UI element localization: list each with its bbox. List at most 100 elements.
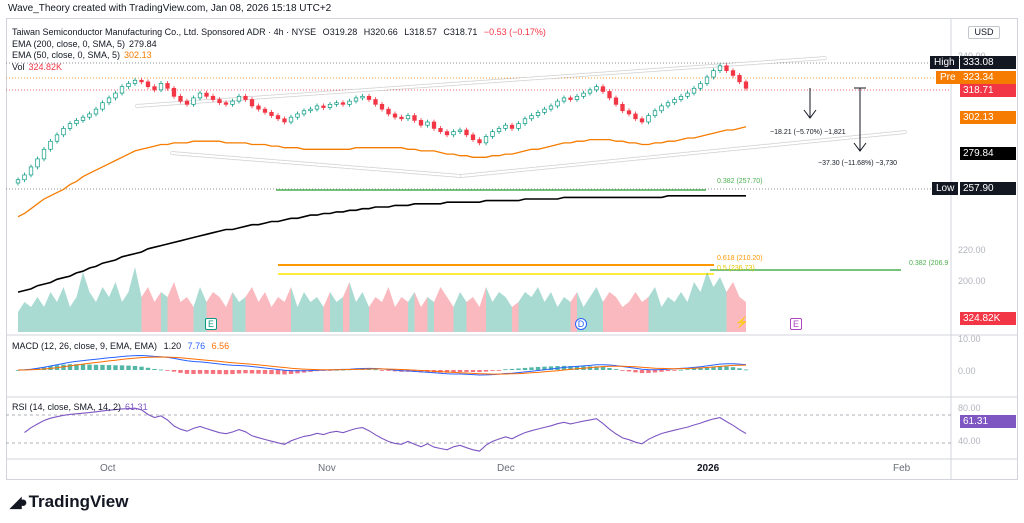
candle-body xyxy=(652,110,658,116)
candle-body xyxy=(347,100,352,105)
candles xyxy=(15,63,749,186)
earnings-marker-2[interactable]: E xyxy=(790,318,802,330)
volume-bar xyxy=(24,302,31,332)
ema200-legend[interactable]: EMA (200, close, 0, SMA, 5) 279.84 xyxy=(12,39,157,49)
volume-tag: 324.82K xyxy=(960,312,1016,325)
candle xyxy=(626,108,632,117)
candle xyxy=(35,156,40,170)
candle xyxy=(724,63,729,74)
volume-bar xyxy=(89,292,96,332)
candle-body xyxy=(204,92,209,97)
candle-body xyxy=(54,134,60,142)
macd-histogram-bar xyxy=(704,367,710,370)
ema200-label: EMA (200, close, 0, SMA, 5) xyxy=(12,39,126,49)
candle xyxy=(613,95,619,107)
candle xyxy=(470,132,476,143)
macd-histogram-bar xyxy=(87,364,92,370)
dividend-marker[interactable]: D xyxy=(575,318,587,330)
candle-body xyxy=(704,76,710,84)
lightning-icon[interactable]: ⚡ xyxy=(735,317,749,329)
earnings-marker-1[interactable]: E xyxy=(205,318,217,330)
ema200-line xyxy=(17,195,746,293)
candle-body xyxy=(698,83,703,89)
close-label: C xyxy=(443,27,450,37)
candle-body xyxy=(600,86,606,92)
candle-body xyxy=(607,91,612,99)
macd-histogram-bar xyxy=(93,364,99,370)
macd-histogram-bar xyxy=(646,370,651,373)
macd-histogram-bar xyxy=(626,370,632,372)
macd-histogram-bar xyxy=(275,370,281,375)
volume-bar xyxy=(473,297,480,332)
volume-bar xyxy=(648,287,655,332)
candle xyxy=(74,117,79,126)
macd-histogram-bar xyxy=(126,365,131,370)
candle xyxy=(41,146,47,162)
candle-body xyxy=(633,113,638,120)
volume-bar xyxy=(434,287,441,332)
vol-value: 324.82K xyxy=(28,62,63,72)
macd-histogram-bar xyxy=(483,370,489,372)
candle-body xyxy=(126,83,131,88)
macd-label: MACD (12, 26, close, 9, EMA, EMA) xyxy=(12,341,158,351)
rsi-legend[interactable]: RSI (14, close, SMA, 14, 2) 61.31 xyxy=(12,402,148,412)
candle-body xyxy=(295,113,300,118)
volume-bar xyxy=(83,272,90,332)
macd-histogram-bar xyxy=(574,366,580,370)
candle xyxy=(301,108,307,117)
candle xyxy=(607,89,612,101)
candle xyxy=(698,81,703,91)
volume-bar xyxy=(486,287,493,332)
volume-bar xyxy=(739,297,746,332)
candle xyxy=(295,111,300,120)
candle-body xyxy=(470,134,476,140)
x-label-feb: Feb xyxy=(893,463,911,474)
currency-button[interactable]: USD xyxy=(968,26,1000,39)
macd-histogram-bar xyxy=(724,366,729,370)
volume-bar xyxy=(596,287,603,332)
candle xyxy=(561,95,567,104)
candle-body xyxy=(178,95,183,102)
volume-bar xyxy=(310,297,317,332)
macd-histogram-bar xyxy=(665,370,671,372)
tradingview-logo[interactable]: ◢● TradingView xyxy=(10,492,128,512)
candle-body xyxy=(236,95,242,102)
candle xyxy=(165,81,170,91)
volume-bar xyxy=(505,297,512,332)
vol-legend[interactable]: Vol 324.82K xyxy=(12,62,62,72)
candle xyxy=(516,121,521,131)
volume-bar xyxy=(18,302,25,332)
candle-body xyxy=(691,87,697,94)
candle xyxy=(659,103,664,114)
move-annotation-1: −18.21 (−5.70%) −1,821 xyxy=(770,129,846,136)
volume-bar xyxy=(135,267,142,332)
symbol-legend[interactable]: Taiwan Semiconductor Manufacturing Co., … xyxy=(12,27,546,37)
volume-bar xyxy=(31,297,38,332)
candle xyxy=(386,106,391,117)
ema50-legend[interactable]: EMA (50, close, 0, SMA, 5) 302.13 xyxy=(12,50,152,60)
macd-histogram-bar xyxy=(542,366,547,370)
candle xyxy=(366,93,372,102)
candle-body xyxy=(223,102,229,105)
volume-bar xyxy=(323,292,330,332)
macd-legend[interactable]: MACD (12, 26, close, 9, EMA, EMA) 1.20 7… xyxy=(12,341,229,351)
credit-line: Wave_Theory created with TradingView.com… xyxy=(8,3,332,14)
macd-histogram-bar xyxy=(522,367,528,370)
candle xyxy=(314,103,320,112)
candle xyxy=(620,101,625,114)
candle-body xyxy=(152,86,157,91)
candle xyxy=(581,90,586,99)
candle xyxy=(444,129,450,138)
change-value: −0.53 (−0.17%) xyxy=(483,27,546,37)
close-value: 318.71 xyxy=(449,27,478,37)
chart-canvas[interactable] xyxy=(6,18,1018,480)
low-tag: 257.90 xyxy=(960,182,1016,195)
candle-body xyxy=(717,65,723,71)
candle xyxy=(568,95,573,102)
volume-bar xyxy=(421,297,428,332)
trendline-lower-right xyxy=(460,130,907,178)
candle-body xyxy=(737,75,742,83)
macd-histogram-bar xyxy=(633,370,638,373)
candle xyxy=(522,116,528,126)
volume-bar xyxy=(96,287,103,332)
